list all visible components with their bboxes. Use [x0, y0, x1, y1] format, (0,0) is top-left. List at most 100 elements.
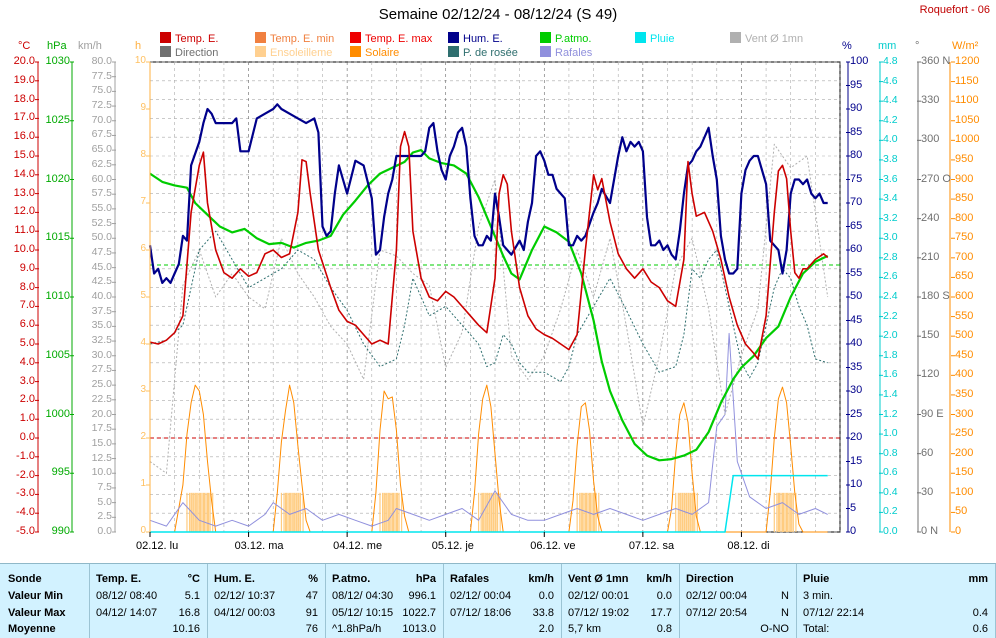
legend-item: Pluie	[635, 32, 674, 45]
wind-tick-label: 57.5	[91, 187, 112, 200]
legend-item: Temp. E. max	[350, 32, 432, 45]
humidity-tick-label: 65	[850, 219, 863, 232]
summary-column	[90, 564, 208, 638]
solar-tick-label: 150	[955, 466, 974, 479]
summary-column	[444, 564, 562, 638]
humidity-tick-label: 85	[850, 125, 863, 138]
rain-tick-label: 4.2	[883, 113, 898, 126]
temp-tick-label: 9.0	[19, 261, 35, 274]
temp-tick-label: 19.0	[13, 73, 35, 86]
sun-tick-label: 10	[134, 55, 146, 66]
temp-tick-label: -5.0	[16, 525, 35, 537]
wind-tick-label: 60.0	[91, 172, 112, 185]
summary-column	[208, 564, 326, 638]
summary-cell-value: 996.1	[408, 590, 436, 602]
legend-item: Temp. E.	[160, 32, 218, 45]
legend-item: Vent Ø 1mn	[730, 32, 803, 45]
summary-col-title: Temp. E.	[96, 573, 142, 585]
solar-tick-label: 1150	[955, 74, 979, 87]
summary-cell-value: N	[781, 607, 789, 619]
wind-tick-label: 32.5	[91, 334, 112, 347]
summary-col-title: P.atmo.	[332, 573, 371, 585]
legend-swatch	[255, 32, 266, 43]
temp-tick-label: 7.0	[19, 299, 35, 312]
sun-tick-label: 6	[140, 243, 146, 254]
summary-column	[326, 564, 444, 638]
pressure-tick-label: 1005	[45, 348, 70, 361]
summary-cell-time: 04/12/ 00:03	[214, 607, 276, 619]
rain-tick-label: 0.0	[883, 525, 898, 537]
humidity-unit: %	[842, 40, 852, 52]
wind-tick-label: 2.5	[97, 510, 112, 523]
summary-cell-time: 02/12/ 10:37	[214, 590, 276, 602]
temp-tick-label: -2.0	[16, 468, 35, 481]
temp-tick-label: 4.0	[19, 355, 35, 368]
sun-tick-label: 0	[140, 525, 146, 536]
rain-tick-label: 2.8	[883, 250, 898, 263]
direction-tick-label: 330	[921, 94, 940, 107]
wind-tick-label: 40.0	[91, 290, 112, 302]
summary-sonde-title: Sonde	[8, 573, 42, 585]
rain-tick-label: 1.8	[883, 348, 898, 361]
temp-tick-label: 1.0	[19, 412, 35, 425]
direction-tick-label: 180 S	[921, 290, 950, 302]
legend-swatch	[635, 32, 646, 43]
direction-tick-label: 360 N	[921, 55, 951, 67]
wind-unit: km/h	[78, 40, 102, 52]
summary-cell-time: 08/12/ 08:40	[96, 590, 158, 602]
summary-col-title: Direction	[686, 573, 734, 585]
temp-tick-label: 17.0	[13, 111, 35, 124]
sun-tick-label: 1	[140, 478, 146, 489]
direction-tick-label: 60	[921, 446, 934, 459]
x-tick-label: 05.12. je	[431, 540, 474, 552]
legend-item: Ensoleilleme	[255, 46, 332, 59]
summary-row-label: Valeur Min	[8, 590, 64, 602]
summary-cell-value: 0.8	[656, 623, 672, 635]
temp-tick-label: 3.0	[19, 374, 35, 387]
series-hum-e-	[148, 103, 828, 284]
summary-cell-time: 02/12/ 00:04	[686, 590, 748, 602]
summary-cell-value: 76	[305, 623, 318, 635]
rain-tick-label: 2.0	[883, 329, 898, 342]
solar-tick-label: 1200	[955, 55, 980, 67]
solar-tick-label: 900	[955, 172, 974, 185]
summary-col-title: Vent Ø 1mn	[568, 573, 629, 585]
direction-tick-label: 150	[921, 329, 940, 342]
humidity-tick-label: 10	[850, 478, 863, 490]
series-p-de-ros-e	[149, 230, 828, 383]
humidity-tick-label: 25	[850, 407, 863, 420]
legend-swatch	[160, 46, 171, 57]
direction-tick-label: 90 E	[921, 407, 944, 420]
legend-swatch	[540, 46, 551, 57]
rain-tick-label: 2.6	[883, 270, 898, 283]
temp-unit: °C	[18, 40, 31, 52]
summary-cell-time: 02/12/ 00:04	[450, 590, 512, 602]
temp-tick-label: 2.0	[19, 393, 35, 406]
series-solaire	[150, 384, 828, 533]
temp-tick-label: -4.0	[16, 506, 35, 519]
summary-cell-value: 0.6	[972, 623, 988, 635]
summary-cell-value: 17.7	[650, 607, 672, 619]
x-tick-label: 02.12. lu	[136, 540, 179, 552]
summary-cell-time: 04/12/ 14:07	[96, 607, 158, 619]
solar-tick-label: 400	[955, 368, 974, 381]
wind-tick-label: 15.0	[91, 436, 112, 449]
legend-item: Hum. E.	[448, 32, 503, 45]
sun-tick-label: 4	[140, 337, 146, 348]
summary-cell-time: 08/12/ 04:30	[332, 590, 394, 602]
humidity-tick-label: 30	[850, 384, 863, 396]
wind-tick-label: 72.5	[91, 99, 112, 112]
legend-label: Rafales	[555, 47, 593, 59]
wind-tick-label: 62.5	[91, 157, 112, 170]
summary-cell-value: 0.4	[972, 607, 988, 619]
rain-tick-label: 2.2	[883, 309, 898, 322]
chart-title: Semaine 02/12/24 - 08/12/24 (S 49)	[378, 6, 618, 23]
temp-tick-label: 15.0	[13, 149, 35, 161]
humidity-tick-label: 20	[850, 431, 863, 443]
summary-col-title: Rafales	[450, 573, 490, 585]
legend-item: P. de rosée	[448, 46, 518, 59]
summary-cell-time: 02/12/ 00:01	[568, 590, 630, 602]
legend-item: Direction	[160, 46, 218, 59]
wind-tick-label: 67.5	[91, 128, 112, 141]
wind-tick-label: 25.0	[91, 378, 112, 391]
